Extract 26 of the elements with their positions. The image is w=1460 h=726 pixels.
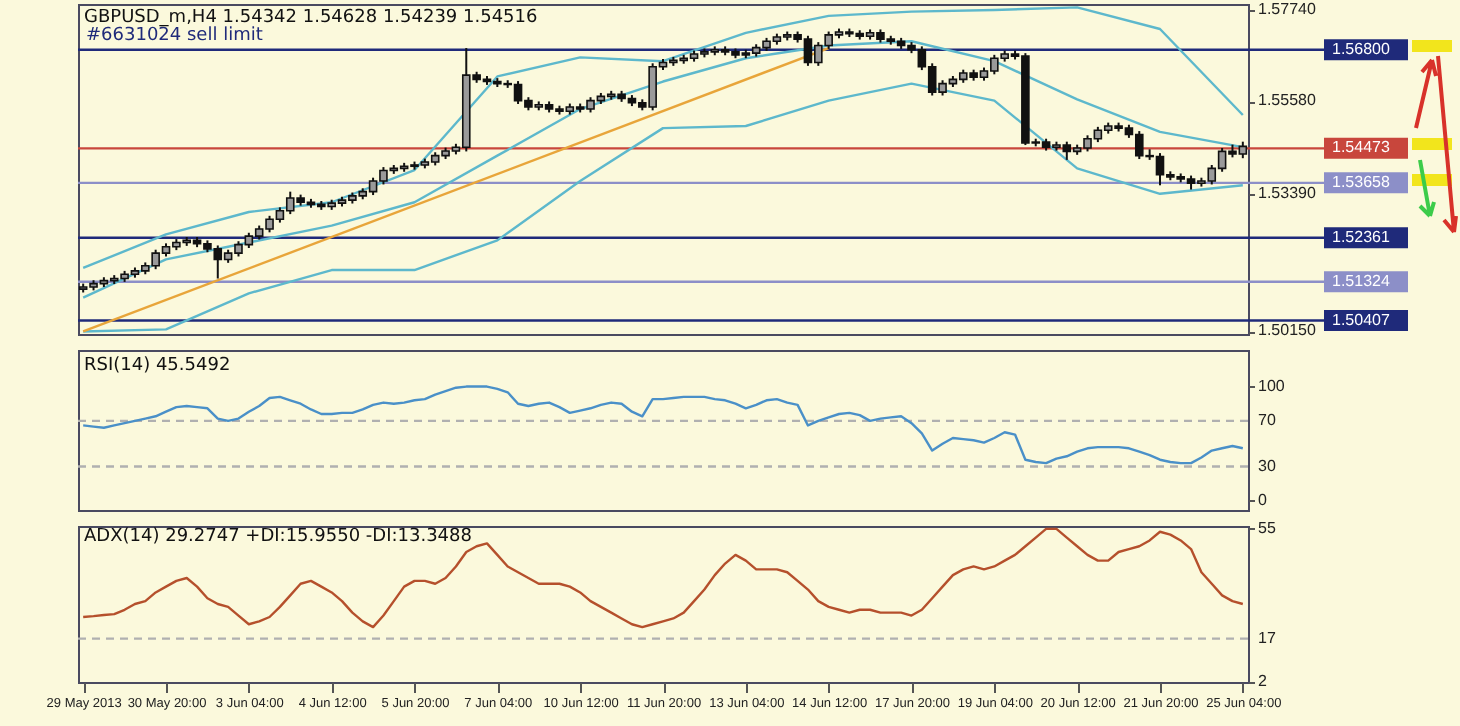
- line-series: [81, 385, 1245, 465]
- y-tick-label: 0: [1258, 490, 1268, 509]
- y-tick-label: 100: [1258, 376, 1286, 395]
- chart-title: GBPUSD_m,H4 1.54342 1.54628 1.54239 1.54516: [84, 7, 539, 28]
- ref-line-label: 1.56800: [1332, 39, 1391, 58]
- y-tick-label: 1.50150: [1258, 321, 1317, 340]
- line-series: [81, 40, 1245, 299]
- y-tick-label: 2: [1258, 672, 1268, 690]
- line-series: [81, 527, 1245, 629]
- y-tick-label: 1.57740: [1258, 0, 1317, 18]
- chart-title: RSI(14) 45.5492: [84, 356, 231, 376]
- y-tick-label: 70: [1258, 410, 1277, 429]
- annotation: #6631024 sell limit: [86, 26, 264, 46]
- y-tick-label: 1.53390: [1258, 184, 1317, 203]
- y-tick-label: 17: [1258, 628, 1277, 647]
- y-tick-label: 1.55580: [1258, 91, 1317, 110]
- y-tick-label: 55: [1258, 518, 1277, 537]
- y-tick-label: 30: [1258, 456, 1277, 475]
- line-series: [81, 82, 1245, 333]
- ref-line-label: 1.53658: [1332, 172, 1391, 191]
- ref-line-label: 1.51324: [1332, 271, 1391, 290]
- line-series: [81, 6, 1245, 270]
- ref-line-label: 1.54473: [1332, 138, 1391, 157]
- ref-line-label: 1.50407: [1332, 310, 1391, 329]
- ref-line-label: 1.52361: [1332, 227, 1391, 246]
- chart-title: ADX(14) 29.2747 +DI:15.9550 -DI:13.3488: [84, 526, 473, 547]
